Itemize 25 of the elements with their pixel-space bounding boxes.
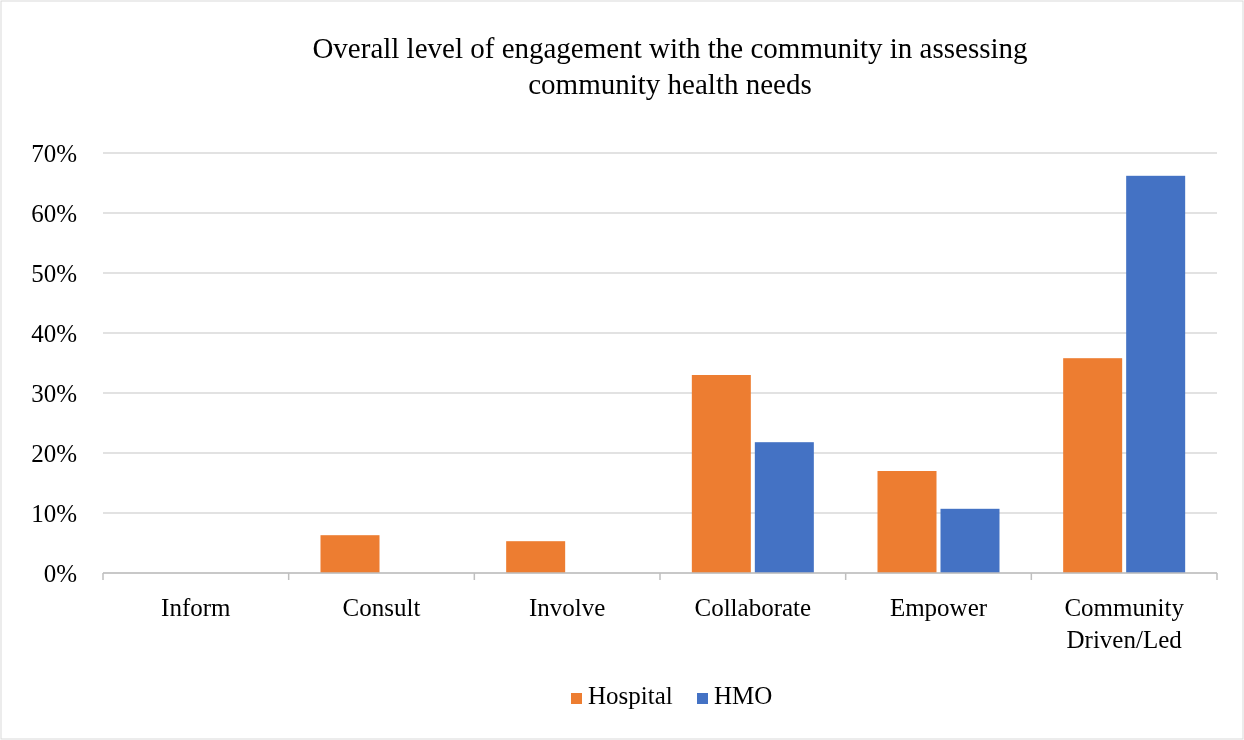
bar <box>1126 175 1186 573</box>
bar <box>940 508 1000 573</box>
x-tick-label: Collaborate <box>694 594 812 621</box>
legend-label: Hospital <box>588 682 673 709</box>
y-tick-label: 20% <box>31 440 77 467</box>
y-tick-label: 50% <box>31 260 77 287</box>
x-tick-label: Consult <box>342 594 421 621</box>
bar <box>1063 358 1123 573</box>
y-tick-label: 60% <box>31 200 77 227</box>
legend-label: HMO <box>714 682 773 709</box>
bar <box>506 541 566 573</box>
bar <box>320 535 380 573</box>
x-tick-label: Community Driven/Led <box>1064 594 1185 653</box>
y-tick-label: 40% <box>31 320 77 347</box>
y-tick-label: 10% <box>31 500 77 527</box>
chart-title: Overall level of engagement with the community in assessing community health needs <box>312 32 1028 100</box>
x-tick-label: Involve <box>528 594 606 621</box>
x-tick-label: Empower <box>889 594 988 621</box>
bar <box>877 471 937 573</box>
bar <box>754 442 814 573</box>
y-tick-label: 30% <box>31 380 77 407</box>
y-tick-label: 0% <box>43 560 77 587</box>
bar <box>691 375 751 573</box>
x-tick-label: Inform <box>161 594 232 621</box>
y-tick-label: 70% <box>31 140 77 167</box>
